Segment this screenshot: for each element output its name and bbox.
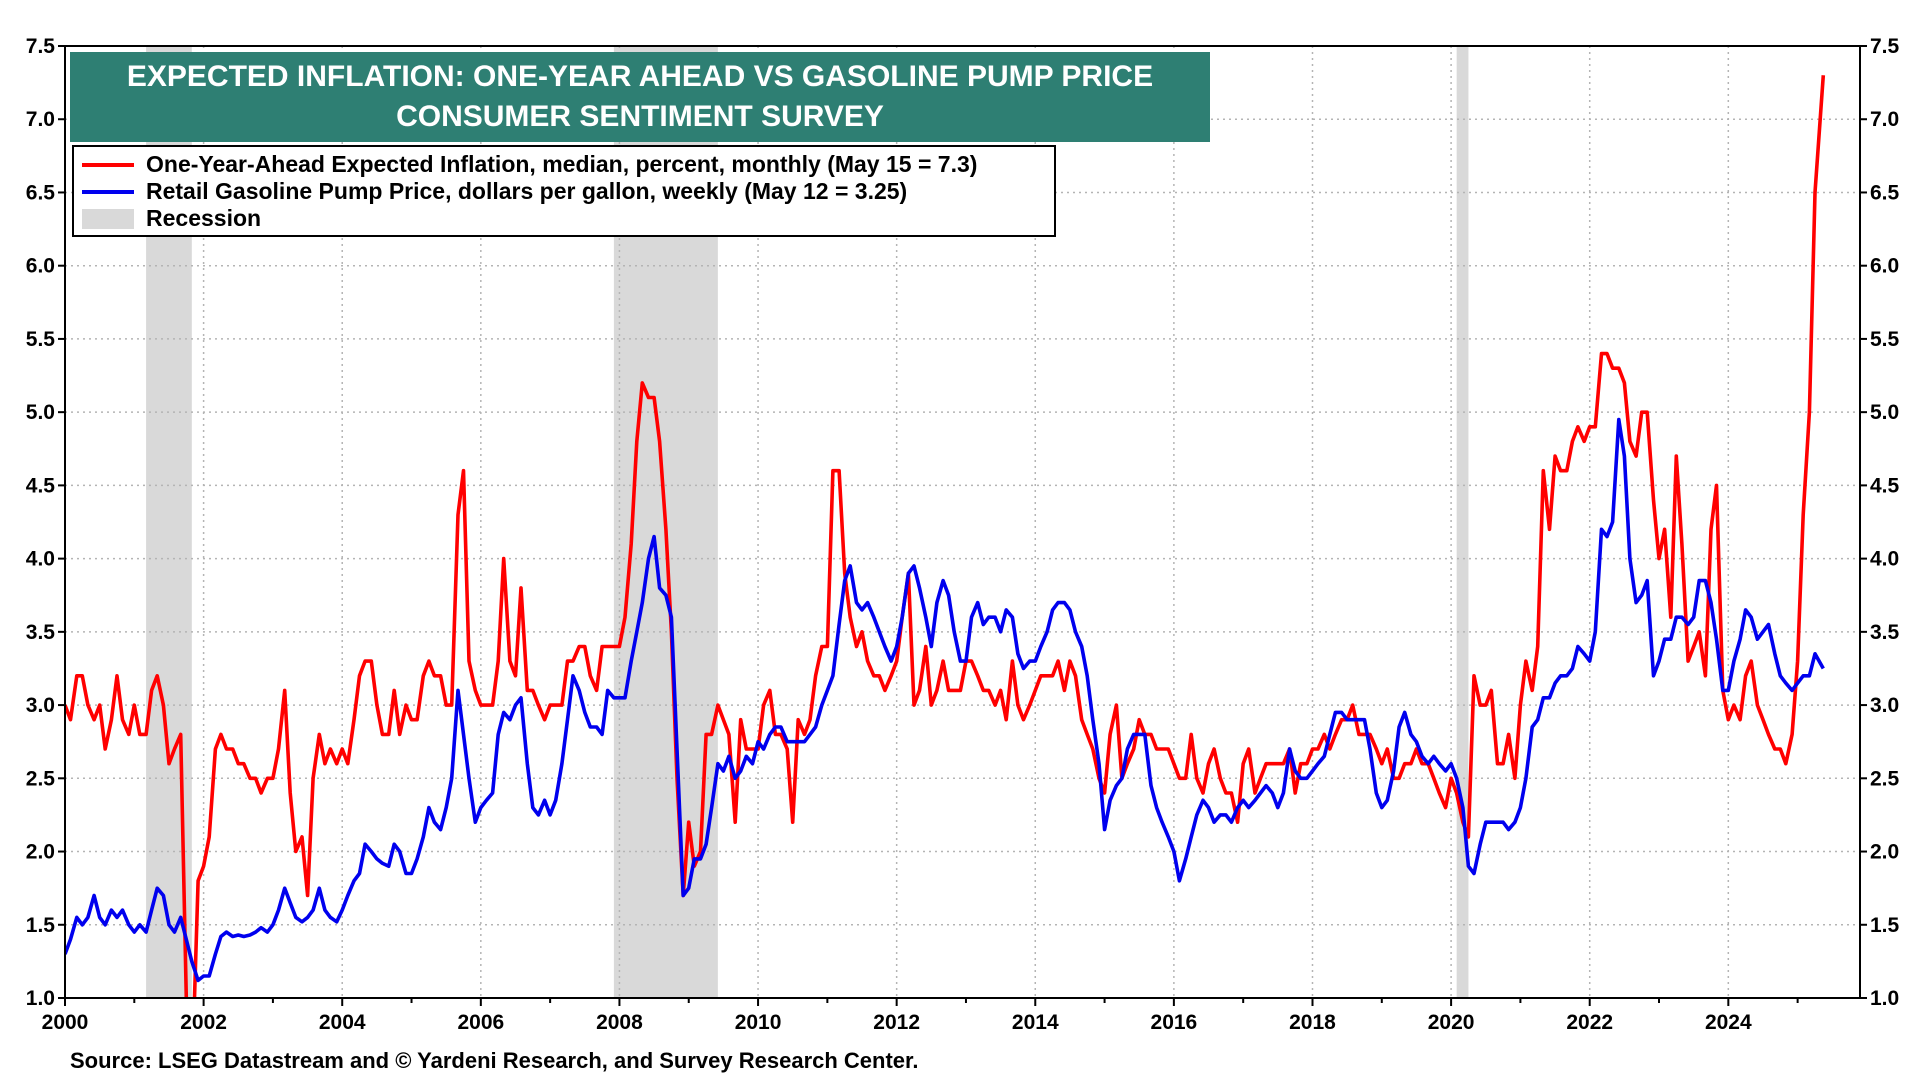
x-tick-label: 2020	[1428, 1011, 1475, 1034]
x-tick-label: 2014	[1012, 1011, 1059, 1034]
x-tick-label: 2000	[42, 1011, 89, 1034]
y-tick-label-right: 4.5	[1870, 474, 1900, 497]
y-tick-label-left: 6.0	[26, 255, 55, 278]
legend-swatch-recession	[82, 208, 134, 229]
x-tick-label: 2010	[735, 1011, 782, 1034]
legend-label-gasoline: Retail Gasoline Pump Price, dollars per …	[146, 178, 908, 204]
legend-label-recession: Recession	[146, 205, 262, 231]
y-tick-label-left: 6.5	[26, 181, 56, 204]
x-tick-label: 2022	[1566, 1011, 1613, 1034]
y-tick-label-left: 4.0	[26, 548, 55, 571]
y-tick-label-left: 4.5	[26, 474, 56, 497]
x-tick-label: 2012	[873, 1011, 920, 1034]
y-tick-label-left: 3.0	[26, 694, 55, 717]
y-tick-label-right: 4.0	[1870, 548, 1899, 571]
legend-label-inflation: One-Year-Ahead Expected Inflation, media…	[146, 151, 978, 177]
y-tick-label-right: 3.0	[1870, 694, 1899, 717]
gridlines	[65, 46, 1860, 998]
x-tick-label: 2016	[1151, 1011, 1198, 1034]
y-tick-label-right: 1.0	[1870, 987, 1899, 1010]
y-tick-label-right: 7.0	[1870, 108, 1899, 131]
y-tick-label-right: 5.0	[1870, 401, 1899, 424]
legend-swatch-inflation	[82, 162, 134, 167]
y-tick-label-left: 2.5	[26, 767, 56, 790]
y-tick-label-right: 6.5	[1870, 181, 1900, 204]
expected-inflation-line	[65, 75, 1826, 998]
y-tick-label-right: 7.5	[1870, 35, 1900, 58]
y-tick-label-right: 5.5	[1870, 328, 1900, 351]
x-tick-label: 2008	[596, 1011, 643, 1034]
x-axis: 2000 2002 2004 2006 2008 2010 2012 2014 2016 2018…	[42, 998, 1799, 1034]
y-axis-left: 1.0 1.5 2.0 2.5 3.0 3.5 4.0 4.5 5.0 5.5 6.0 6.5 7.0 7…	[26, 35, 65, 1010]
recession-band-2	[1456, 46, 1469, 998]
chart-title-line-2: CONSUMER SENTIMENT SURVEY	[396, 100, 884, 133]
y-tick-label-right: 6.0	[1870, 255, 1899, 278]
plot-frame	[64, 45, 1861, 999]
y-axis-right: 1.0 1.5 2.0 2.5 3.0 3.5 4.0 4.5 5.0 5.5 6.0 6.5 7.0 7…	[1860, 35, 1900, 1010]
legend-swatch-gasoline	[82, 189, 134, 194]
legend-item-recession: Recession	[82, 205, 261, 232]
legend-item-gasoline: Retail Gasoline Pump Price, dollars per …	[82, 178, 907, 205]
y-tick-label-right: 2.5	[1870, 767, 1900, 790]
legend: One-Year-Ahead Expected Inflation, media…	[72, 145, 1056, 237]
y-tick-label-right: 1.5	[1870, 914, 1900, 937]
x-tick-label: 2006	[457, 1011, 504, 1034]
gasoline-price-line	[65, 417, 1825, 983]
x-tick-label: 2024	[1705, 1011, 1752, 1034]
y-tick-label-left: 3.5	[26, 621, 56, 644]
y-tick-label-left: 5.5	[26, 328, 56, 351]
source-note: Source: LSEG Datastream and © Yardeni Re…	[70, 1048, 919, 1073]
y-tick-label-left: 7.5	[26, 35, 56, 58]
y-tick-label-left: 7.0	[26, 108, 55, 131]
y-tick-label-right: 3.5	[1870, 621, 1900, 644]
chart-title-line-1: EXPECTED INFLATION: ONE-YEAR AHEAD VS GA…	[126, 60, 1154, 93]
x-tick-label: 2004	[319, 1011, 366, 1034]
y-tick-label-left: 1.5	[26, 914, 56, 937]
y-tick-label-right: 2.0	[1870, 841, 1899, 864]
y-tick-label-left: 2.0	[26, 841, 55, 864]
chart-title: EXPECTED INFLATION: ONE-YEAR AHEAD VS GA…	[70, 52, 1210, 142]
legend-item-inflation: One-Year-Ahead Expected Inflation, media…	[82, 151, 977, 178]
x-tick-label: 2002	[180, 1011, 227, 1034]
x-tick-label: 2018	[1289, 1011, 1336, 1034]
y-tick-label-left: 1.0	[26, 987, 55, 1010]
y-tick-label-left: 5.0	[26, 401, 55, 424]
series-lines	[65, 75, 1826, 998]
